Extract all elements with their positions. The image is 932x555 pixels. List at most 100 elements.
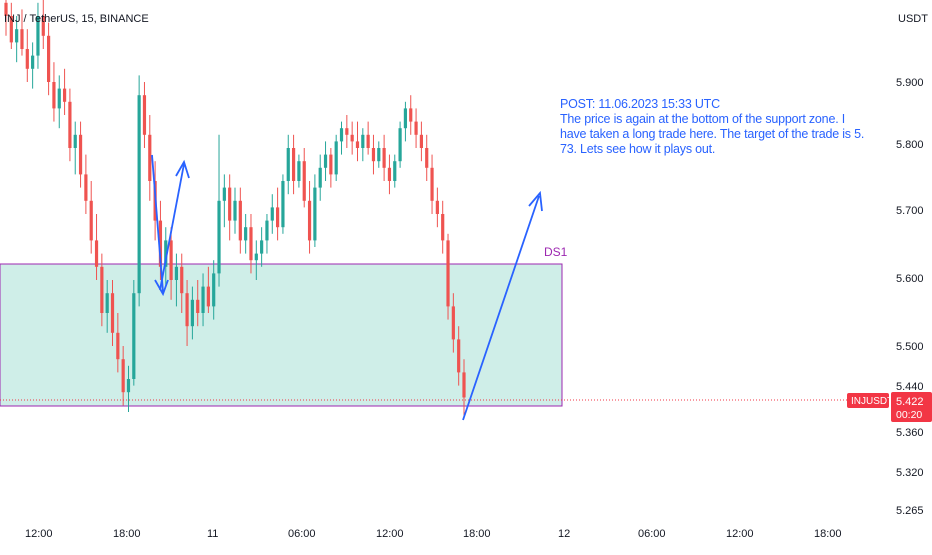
symbol-title[interactable]: INJ / TetherUS, 15, BINANCE [4,13,149,25]
candle-body[interactable] [62,88,67,102]
candle-body[interactable] [222,187,226,201]
trade-note[interactable]: POST: 11.06.2023 15:33 UTC The price is … [560,97,865,157]
candle-body[interactable] [158,220,163,267]
candle-body[interactable] [94,240,99,267]
candle-body[interactable] [105,293,109,313]
candle-body[interactable] [148,134,152,181]
candle-body[interactable] [398,128,402,162]
candle-body[interactable] [228,187,232,221]
candle-body[interactable] [217,200,221,274]
price-badge[interactable]: INJUSDT 5.422 00:20 [847,392,932,422]
trend-arrow-down-left[interactable] [151,154,169,297]
candle-body[interactable] [68,101,72,148]
candle-body[interactable] [100,266,104,313]
candle-body[interactable] [462,372,466,398]
candle-body[interactable] [254,253,258,261]
candle-body[interactable] [110,293,115,333]
candle-body[interactable] [121,359,125,393]
target-arrow[interactable] [462,190,543,421]
candle-body[interactable] [318,167,322,188]
candle-body[interactable] [20,29,24,49]
candle-body[interactable] [249,227,253,261]
candle-body[interactable] [15,29,19,43]
candle-body[interactable] [409,108,413,122]
candle-body[interactable] [414,121,418,135]
candle-body[interactable] [291,148,296,181]
candle-body[interactable] [302,161,306,201]
trend-arrow-up-left[interactable] [159,159,190,291]
candle-body[interactable] [382,148,386,168]
candle-body[interactable] [457,339,461,373]
candle-body[interactable] [377,148,381,162]
candle-body[interactable] [25,49,29,69]
candle-body[interactable] [185,293,189,327]
price-axis[interactable]: USDT 5.900 5.800 5.700 5.600 5.500 5.440… [896,13,928,517]
candle-body[interactable] [441,214,445,241]
candle-body[interactable] [31,55,35,69]
candle-body[interactable] [313,187,317,241]
candle-body[interactable] [323,154,328,168]
candle-body[interactable] [276,207,280,228]
candle-body[interactable] [403,108,408,129]
candle-body[interactable] [244,227,248,241]
candle-body[interactable] [435,200,439,214]
candle-body[interactable] [281,181,285,228]
candle-body[interactable] [9,16,13,43]
candle-body[interactable] [425,148,429,168]
candle-body[interactable] [212,273,216,307]
candle-body[interactable] [4,2,8,16]
candle-body[interactable] [419,134,423,148]
candle-body[interactable] [350,134,354,142]
candle-body[interactable] [41,16,45,36]
price-tick: 5.320 [896,467,924,479]
time-tick: 18:00 [113,528,141,540]
time-axis[interactable]: 12:00 18:00 11 06:00 12:00 18:00 12 06:0… [25,528,842,540]
candle-body[interactable] [196,299,200,313]
candle-body[interactable] [169,240,173,280]
candle-body[interactable] [270,207,274,221]
candle-body[interactable] [201,286,205,313]
candle-body[interactable] [132,293,136,379]
candle-body[interactable] [307,200,312,241]
candle-body[interactable] [371,148,376,162]
candle-body[interactable] [387,167,392,181]
note-line: have taken a long trade here. The target… [560,127,865,141]
candle-body[interactable] [286,148,290,181]
candle-body[interactable] [78,134,83,175]
candle-body[interactable] [142,95,147,135]
candle-body[interactable] [329,154,333,175]
candle-body[interactable] [297,161,301,181]
candle-body[interactable] [52,82,56,109]
candle-body[interactable] [174,266,179,280]
support-zone[interactable] [0,263,563,407]
candle-body[interactable] [36,16,40,56]
candle-body[interactable] [137,95,141,294]
candle-body[interactable] [238,200,242,241]
candle-body[interactable] [451,306,455,340]
candle-body[interactable] [164,240,168,267]
candle-body[interactable] [339,128,344,142]
candle-body[interactable] [265,220,269,241]
candle-body[interactable] [361,134,365,148]
candle-body[interactable] [84,174,88,201]
candle-body[interactable] [355,141,360,148]
candle-body[interactable] [126,379,131,393]
candle-body[interactable] [446,240,450,307]
candle-body[interactable] [89,200,93,241]
candle-body[interactable] [393,161,397,181]
price-badge-value: 5.422 [896,396,924,408]
candle-body[interactable] [47,35,51,82]
candle-body[interactable] [190,299,194,327]
candle-body[interactable] [233,200,237,221]
candle-body[interactable] [73,134,77,148]
candle-body[interactable] [260,240,264,254]
candle-body[interactable] [116,332,120,360]
candle-body[interactable] [334,141,338,175]
candle-body[interactable] [430,167,434,201]
candle-body[interactable] [180,266,184,294]
candle-body[interactable] [366,134,370,148]
candle-body[interactable] [206,286,210,307]
candle-body[interactable] [345,128,349,135]
candle-body[interactable] [57,88,61,109]
